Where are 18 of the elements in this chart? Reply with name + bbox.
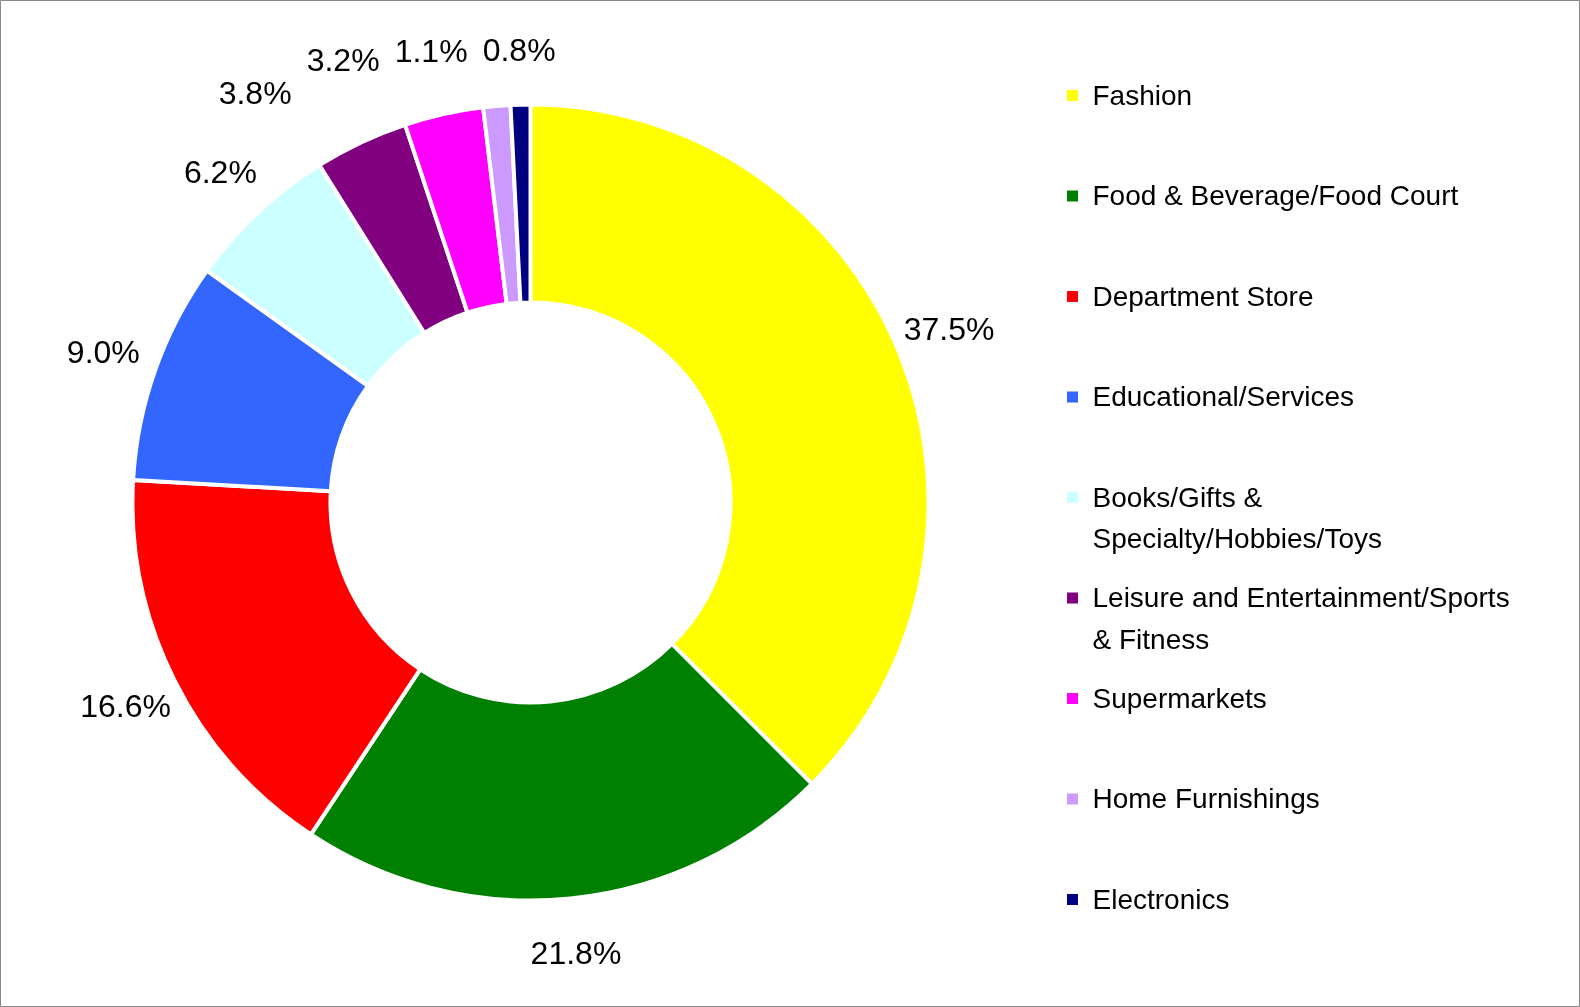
legend-label: Books/Gifts & Specialty/Hobbies/Toys bbox=[1092, 481, 1382, 555]
legend-label: Educational/Services bbox=[1092, 381, 1354, 412]
data-label: 1.1% bbox=[394, 33, 468, 70]
data-label: 21.8% bbox=[530, 935, 622, 972]
legend-label: Supermarkets bbox=[1092, 682, 1267, 714]
data-label: 3.8% bbox=[218, 74, 292, 111]
data-label: 37.5% bbox=[903, 311, 995, 348]
data-label: 3.2% bbox=[306, 42, 380, 79]
data-label: 9.0% bbox=[66, 333, 140, 370]
legend-label: Leisure and Entertainment/Sports & Fitness bbox=[1092, 582, 1510, 655]
legend-label: Department Store bbox=[1092, 280, 1314, 312]
data-label: 6.2% bbox=[183, 154, 257, 191]
data-label: 16.6% bbox=[80, 687, 171, 724]
data-label: 0.8% bbox=[482, 31, 556, 68]
legend-label: Home Furnishings bbox=[1092, 783, 1320, 814]
legend-label: Food & Beverage/Food Court bbox=[1092, 180, 1459, 211]
legend-label: Fashion bbox=[1092, 79, 1193, 111]
legend-label: Electronics bbox=[1092, 883, 1230, 915]
